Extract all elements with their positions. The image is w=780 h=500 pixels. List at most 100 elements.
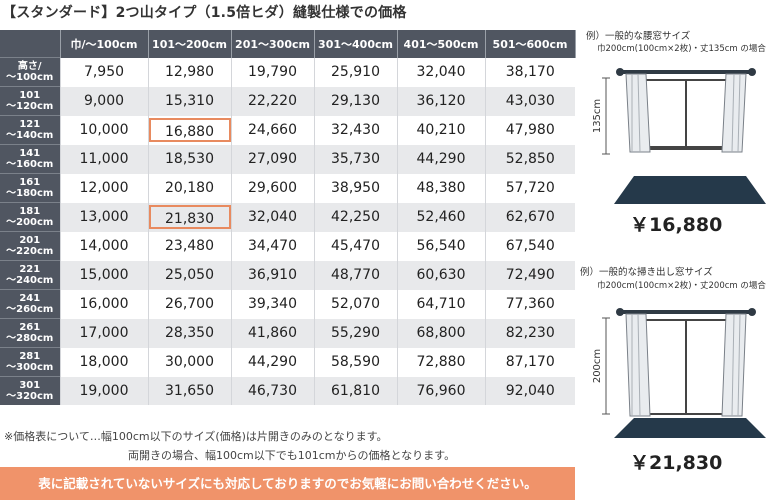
table-row: 241 〜260cm 16,000 26,700 39,340 52,070 64,710 7… (0, 289, 575, 319)
price-cell: 47,980 (484, 115, 575, 145)
row-header-line-1: 101 (19, 90, 41, 101)
price-cell: 11,000 (59, 144, 148, 174)
row-header-line-2: 〜100cm (6, 72, 54, 83)
price-cell: 42,250 (313, 202, 397, 232)
price-cell: 19,790 (230, 57, 314, 87)
price-cell: 76,960 (396, 376, 485, 405)
table-corner (0, 30, 61, 58)
price-cell: 17,000 (59, 318, 148, 348)
table-row: 141 〜160cm 11,000 18,530 27,090 35,730 44,290 5… (0, 144, 575, 174)
column-header: 101〜200cm (148, 30, 232, 58)
price-cell: 36,910 (230, 260, 314, 290)
highlighted-price-cell: 16,880 (147, 115, 231, 145)
example-waist-price: ￥16,880 (630, 214, 723, 236)
price-cell: 64,710 (396, 289, 485, 319)
price-cell: 55,290 (313, 318, 397, 348)
price-cell: 30,000 (147, 347, 231, 377)
price-cell: 34,470 (230, 231, 314, 261)
table-row: 121 〜140cm 10,000 16,880 24,660 32,430 40,210 4… (0, 115, 575, 145)
waist-window-illustration: 135cm (592, 68, 766, 204)
row-header-line-1: 高さ/ (17, 61, 42, 72)
price-cell: 12,980 (147, 57, 231, 87)
table-row: 高さ/〜100cm 7,950 12,980 19,790 25,910 32,040 38… (0, 57, 575, 87)
price-cell: 82,230 (484, 318, 575, 348)
price-cell: 20,180 (147, 173, 231, 203)
price-cell: 36,120 (396, 86, 485, 116)
table-row: 161 〜180cm 12,000 20,180 29,600 38,950 48,380 5… (0, 173, 575, 203)
contact-banner: 表に記載されていないサイズにも対応しておりますのでお気軽にお問い合わせください。 (0, 467, 575, 500)
column-header: 401〜500cm (397, 30, 486, 58)
row-header-line-1: 161 (19, 177, 41, 188)
curtain-rod (620, 70, 752, 74)
price-cell: 61,810 (313, 376, 397, 405)
price-cell: 32,040 (230, 202, 314, 232)
table-row: 101 〜120cm 9,000 15,310 22,220 29,130 36,120 43… (0, 86, 575, 116)
table-row: 201 〜220cm 14,000 23,480 34,470 45,470 56,540 6… (0, 231, 575, 261)
price-cell: 29,130 (313, 86, 397, 116)
price-cell: 7,950 (59, 57, 148, 87)
price-cell: 48,770 (313, 260, 397, 290)
row-header-line-1: 201 (19, 235, 41, 246)
row-header-line-2: 〜220cm (6, 246, 54, 257)
price-cell: 72,490 (484, 260, 575, 290)
row-header-line-2: 〜240cm (6, 275, 54, 286)
price-cell: 13,000 (59, 202, 148, 232)
price-cell: 44,290 (396, 144, 485, 174)
dimension-label: 200cm (592, 349, 603, 383)
price-cell: 48,380 (396, 173, 485, 203)
row-header: 101 〜120cm (0, 86, 60, 116)
row-header-line-1: 241 (19, 293, 41, 304)
price-cell: 38,950 (313, 173, 397, 203)
price-cell: 25,910 (313, 57, 397, 87)
price-cell: 43,030 (484, 86, 575, 116)
price-cell: 62,670 (484, 202, 575, 232)
price-cell: 52,070 (313, 289, 397, 319)
rug (614, 176, 766, 204)
price-cell: 23,480 (147, 231, 231, 261)
table-row: 181 〜200cm 13,000 21,830 32,040 42,250 52,460 6… (0, 202, 575, 232)
row-header: 221 〜240cm (0, 260, 60, 290)
row-header: 201 〜220cm (0, 231, 60, 261)
row-header-line-1: 261 (19, 322, 41, 333)
price-cell: 19,000 (59, 376, 148, 405)
row-header-line-2: 〜320cm (6, 391, 54, 402)
price-cell: 31,650 (147, 376, 231, 405)
row-header-line-1: 301 (19, 380, 41, 391)
row-header: 301 〜320cm (0, 376, 60, 405)
row-header-line-1: 281 (19, 351, 41, 362)
price-cell: 52,850 (484, 144, 575, 174)
row-header: 181 〜200cm (0, 202, 60, 232)
price-cell: 44,290 (230, 347, 314, 377)
price-value: 21,830 (148, 205, 231, 229)
table-row: 261 〜280cm 17,000 28,350 41,860 55,290 68,800 8… (0, 318, 575, 348)
price-cell: 60,630 (396, 260, 485, 290)
highlighted-price-cell: 21,830 (147, 202, 231, 232)
price-cell: 10,000 (59, 115, 148, 145)
column-header: 301〜400cm (314, 30, 398, 58)
price-cell: 40,210 (396, 115, 485, 145)
price-cell: 24,660 (230, 115, 314, 145)
price-cell: 22,220 (230, 86, 314, 116)
price-cell: 32,040 (396, 57, 485, 87)
price-note-2: 両開きの場合、幅100cm以下でも101cmからの価格となります。 (128, 449, 456, 462)
example-sweep-price: ￥21,830 (630, 452, 723, 474)
row-header-line-2: 〜160cm (6, 159, 54, 170)
row-header: 241 〜260cm (0, 289, 60, 319)
sweep-window-illustration: 200cm (592, 308, 766, 438)
row-header: 161 〜180cm (0, 173, 60, 203)
price-cell: 15,000 (59, 260, 148, 290)
price-cell: 77,360 (484, 289, 575, 319)
price-cell: 92,040 (484, 376, 575, 405)
price-cell: 38,170 (484, 57, 575, 87)
price-cell: 27,090 (230, 144, 314, 174)
row-header-line-1: 141 (19, 148, 41, 159)
price-cell: 57,720 (484, 173, 575, 203)
price-cell: 35,730 (313, 144, 397, 174)
price-cell: 18,000 (59, 347, 148, 377)
price-cell: 29,600 (230, 173, 314, 203)
column-header: 501〜600cm (485, 30, 576, 58)
price-cell: 18,530 (147, 144, 231, 174)
row-header-line-2: 〜120cm (6, 101, 54, 112)
price-cell: 56,540 (396, 231, 485, 261)
price-cell: 46,730 (230, 376, 314, 405)
